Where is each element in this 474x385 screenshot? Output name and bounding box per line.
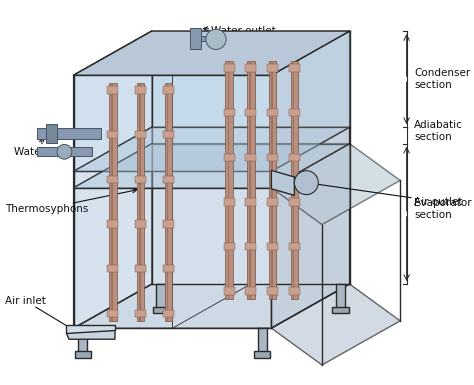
Polygon shape xyxy=(73,75,272,171)
Polygon shape xyxy=(224,198,235,206)
Polygon shape xyxy=(163,265,174,272)
Polygon shape xyxy=(289,64,300,72)
Polygon shape xyxy=(153,307,169,313)
Polygon shape xyxy=(293,61,294,298)
Text: Condenser
section: Condenser section xyxy=(414,68,470,90)
Polygon shape xyxy=(224,288,235,295)
Polygon shape xyxy=(66,325,115,333)
Polygon shape xyxy=(111,83,113,321)
Polygon shape xyxy=(107,310,118,317)
Polygon shape xyxy=(163,176,174,183)
Polygon shape xyxy=(271,61,273,298)
Polygon shape xyxy=(289,198,300,206)
Polygon shape xyxy=(37,128,101,139)
Polygon shape xyxy=(173,31,349,75)
Polygon shape xyxy=(267,198,278,206)
Polygon shape xyxy=(267,154,278,161)
Polygon shape xyxy=(289,109,300,116)
Circle shape xyxy=(206,29,226,49)
Polygon shape xyxy=(201,36,216,41)
Polygon shape xyxy=(109,83,117,321)
Text: Air outlet: Air outlet xyxy=(310,182,462,207)
Polygon shape xyxy=(224,243,235,250)
Polygon shape xyxy=(224,154,235,161)
Polygon shape xyxy=(246,288,256,295)
Polygon shape xyxy=(224,64,235,72)
Polygon shape xyxy=(246,64,256,72)
Polygon shape xyxy=(246,109,256,116)
Polygon shape xyxy=(249,61,251,298)
Polygon shape xyxy=(73,127,349,171)
Polygon shape xyxy=(107,265,118,272)
Polygon shape xyxy=(289,154,300,161)
Polygon shape xyxy=(291,61,298,298)
Polygon shape xyxy=(224,109,235,116)
Polygon shape xyxy=(167,83,168,321)
Text: Air inlet: Air inlet xyxy=(5,296,79,333)
Polygon shape xyxy=(289,288,300,295)
Text: Water inlet: Water inlet xyxy=(14,137,71,157)
Polygon shape xyxy=(135,87,146,94)
Polygon shape xyxy=(272,284,400,365)
Text: Evaporator
section: Evaporator section xyxy=(414,198,472,220)
Polygon shape xyxy=(336,284,345,311)
Polygon shape xyxy=(163,87,174,94)
Polygon shape xyxy=(73,144,349,188)
Polygon shape xyxy=(272,171,294,195)
Text: Water outlet: Water outlet xyxy=(203,27,276,37)
Polygon shape xyxy=(228,61,229,298)
Polygon shape xyxy=(152,31,349,127)
Polygon shape xyxy=(107,176,118,183)
Polygon shape xyxy=(107,220,118,228)
Polygon shape xyxy=(246,243,256,250)
Polygon shape xyxy=(135,265,146,272)
Polygon shape xyxy=(272,144,400,224)
Polygon shape xyxy=(73,75,272,328)
Polygon shape xyxy=(272,31,349,328)
Polygon shape xyxy=(135,220,146,228)
Polygon shape xyxy=(163,310,174,317)
Polygon shape xyxy=(107,87,118,94)
Polygon shape xyxy=(267,288,278,295)
Polygon shape xyxy=(332,307,349,313)
Polygon shape xyxy=(267,109,278,116)
Polygon shape xyxy=(46,124,57,142)
Text: Thermosyphons: Thermosyphons xyxy=(5,189,137,214)
Polygon shape xyxy=(37,147,92,156)
Polygon shape xyxy=(289,243,300,250)
Polygon shape xyxy=(163,220,174,228)
Polygon shape xyxy=(78,328,87,356)
Polygon shape xyxy=(269,61,276,298)
Polygon shape xyxy=(137,83,144,321)
Polygon shape xyxy=(226,61,233,298)
Polygon shape xyxy=(135,310,146,317)
Polygon shape xyxy=(139,83,141,321)
Polygon shape xyxy=(74,351,91,358)
Circle shape xyxy=(294,171,318,194)
Polygon shape xyxy=(267,243,278,250)
Polygon shape xyxy=(152,31,349,284)
Polygon shape xyxy=(254,351,271,358)
Polygon shape xyxy=(267,64,278,72)
Circle shape xyxy=(57,144,72,159)
Polygon shape xyxy=(257,328,267,356)
Polygon shape xyxy=(190,28,201,49)
Polygon shape xyxy=(135,131,146,139)
Text: Adiabatic
section: Adiabatic section xyxy=(414,120,463,142)
Polygon shape xyxy=(135,176,146,183)
Polygon shape xyxy=(247,61,255,298)
Polygon shape xyxy=(246,198,256,206)
Polygon shape xyxy=(246,154,256,161)
Polygon shape xyxy=(164,83,172,321)
Polygon shape xyxy=(66,330,115,339)
Polygon shape xyxy=(73,31,152,328)
Polygon shape xyxy=(73,284,349,328)
Polygon shape xyxy=(163,131,174,139)
Polygon shape xyxy=(107,131,118,139)
Polygon shape xyxy=(156,284,165,311)
Polygon shape xyxy=(73,31,349,75)
